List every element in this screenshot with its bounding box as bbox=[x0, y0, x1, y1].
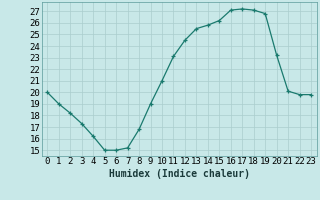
X-axis label: Humidex (Indice chaleur): Humidex (Indice chaleur) bbox=[109, 169, 250, 179]
